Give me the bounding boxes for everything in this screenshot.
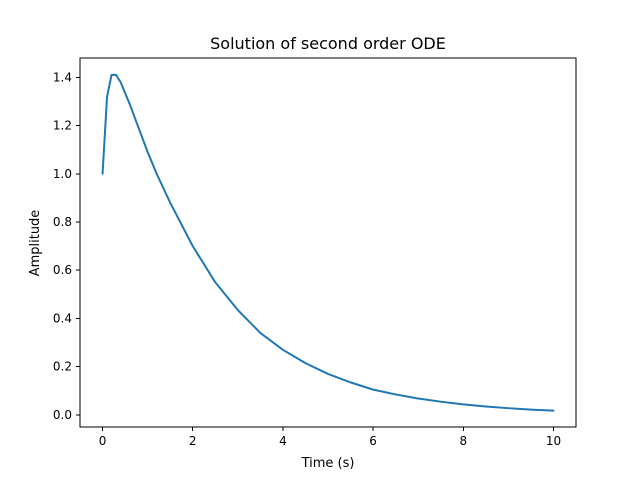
chart-title: Solution of second order ODE [210, 34, 446, 53]
y-tick-label: 0.4 [53, 311, 72, 325]
x-tick-label: 0 [99, 434, 107, 448]
x-tick-label: 8 [459, 434, 467, 448]
ticks: 0 2 4 6 8 10 0.0 0.2 0.4 0.6 0.8 1.0 1.2 1.4 [53, 70, 561, 448]
y-tick-label: 0.0 [53, 408, 72, 422]
y-tick-label: 0.8 [53, 215, 72, 229]
y-tick-label: 1.0 [53, 167, 72, 181]
x-axis-label: Time (s) [301, 456, 355, 471]
plot-frame [79, 57, 577, 428]
x-tick-label: 6 [369, 434, 377, 448]
x-tick-label: 10 [546, 434, 561, 448]
x-tick-label: 4 [279, 434, 287, 448]
y-tick-label: 0.6 [53, 263, 72, 277]
x-tick-label: 2 [189, 434, 197, 448]
y-axis-label: Amplitude [28, 210, 43, 277]
y-tick-label: 0.2 [53, 360, 72, 374]
plot-area [101, 73, 555, 412]
y-tick-label: 1.2 [53, 119, 72, 133]
axes [79, 57, 577, 428]
series-line-0 [101, 73, 555, 412]
y-tick-label: 1.4 [53, 70, 72, 84]
